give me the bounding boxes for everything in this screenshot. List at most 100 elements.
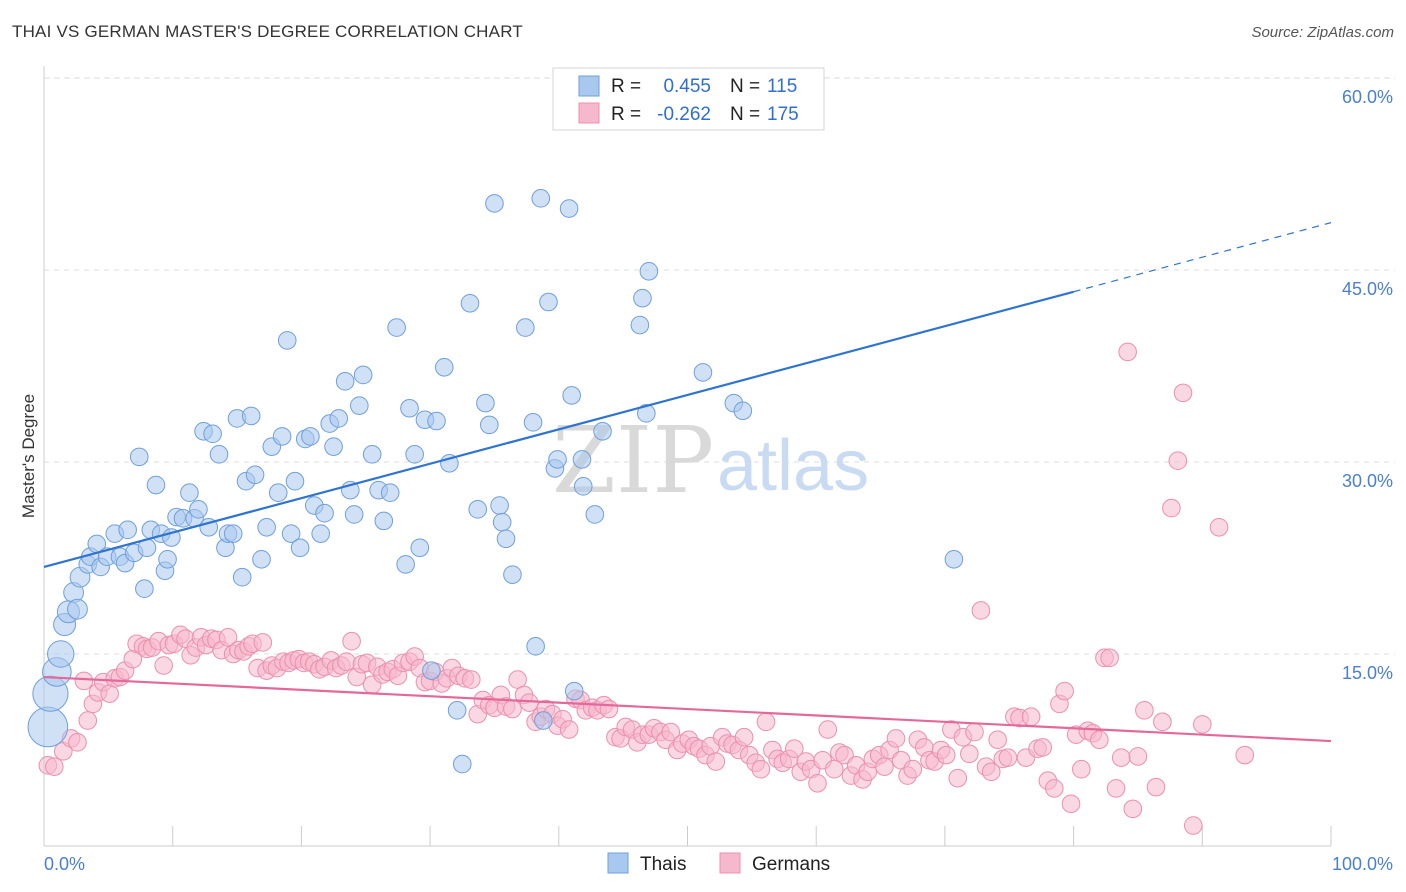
thai-point: [362, 445, 382, 464]
thai-point: [301, 427, 320, 446]
bottom-legend-german-swatch: [719, 852, 741, 874]
thai-point: [427, 411, 446, 431]
german-point: [74, 671, 94, 691]
german-point: [785, 739, 804, 759]
legend-german-r-label: R =: [611, 104, 641, 125]
thai-point: [496, 529, 516, 549]
german-point: [1123, 799, 1143, 819]
thai-point: [452, 754, 472, 774]
thai-point: [285, 471, 305, 491]
legend-thai-n-value: 115: [767, 76, 797, 97]
german-point: [1061, 794, 1081, 814]
german-point: [808, 773, 827, 793]
bottom-legend-thai-label: Thais: [640, 854, 686, 875]
german-point: [1173, 383, 1193, 403]
thai-point: [252, 549, 271, 569]
thai-point: [639, 261, 659, 281]
german-point: [559, 720, 579, 739]
german-point: [68, 733, 87, 752]
german-trendline: [43, 675, 1332, 743]
thai-point: [447, 701, 467, 720]
thai-point: [290, 538, 310, 558]
y-tick-label: 45.0%: [1342, 279, 1393, 299]
thai-point: [47, 640, 75, 668]
legend-thai-swatch: [578, 75, 600, 97]
german-point: [78, 711, 98, 730]
thai-point: [572, 450, 592, 469]
thai-point: [564, 681, 584, 701]
thai-point: [158, 549, 177, 569]
thai-point: [315, 503, 334, 523]
thai-point: [374, 511, 394, 531]
thai-point: [209, 445, 229, 464]
german-point: [461, 670, 481, 689]
thai-point: [539, 292, 558, 312]
germans-series: [38, 342, 1255, 835]
german-point: [337, 652, 356, 671]
thai-point: [232, 567, 252, 587]
thai-point: [353, 365, 373, 385]
legend-box: R = 0.455 N = 115 R = -0.262 N = 175: [552, 67, 825, 131]
thai-point: [146, 475, 166, 495]
german-point: [1146, 777, 1166, 797]
thai-point: [277, 331, 297, 350]
thai-point: [27, 706, 69, 748]
thai-point: [503, 565, 522, 584]
german-point: [1044, 779, 1064, 798]
german-point: [218, 628, 238, 647]
thai-point: [562, 386, 581, 405]
german-point: [1072, 759, 1091, 779]
thai-point: [400, 398, 419, 418]
bottom-legend-german-label: Germans: [752, 854, 830, 875]
thai-point: [434, 357, 454, 377]
german-point: [948, 768, 968, 788]
german-point: [1111, 748, 1131, 767]
legend-thai-r-label: R =: [611, 76, 641, 97]
german-point: [1135, 701, 1154, 720]
thai-point: [585, 505, 605, 524]
german-point: [971, 601, 991, 620]
thai-point: [396, 555, 415, 574]
german-point: [936, 745, 956, 765]
thai-point: [135, 579, 154, 599]
german-point: [903, 759, 923, 779]
bottom-legend-thai-swatch: [607, 852, 629, 874]
thai-point: [350, 396, 369, 415]
legend-german-n-value: 175: [767, 104, 799, 125]
legend-german-swatch: [578, 102, 600, 124]
thai-point: [324, 437, 343, 456]
thai-point: [468, 500, 488, 519]
x-ticks: [43, 826, 1332, 846]
thai-point: [129, 447, 149, 467]
thai-point: [526, 637, 545, 656]
german-point: [1193, 715, 1212, 734]
german-point: [824, 759, 844, 779]
german-point: [751, 759, 771, 779]
german-point: [706, 752, 726, 771]
x-tick-label: 100.0%: [1332, 854, 1393, 874]
thai-point: [485, 194, 504, 213]
thai-point: [693, 363, 713, 382]
y-axis-label: Master's Degree: [19, 394, 38, 518]
german-point: [756, 712, 776, 732]
thai-point: [311, 524, 331, 543]
thai-point: [272, 427, 292, 446]
german-point: [1106, 779, 1126, 798]
thai-point: [405, 445, 424, 464]
thai-point: [548, 450, 567, 469]
thai-point: [245, 465, 265, 485]
legend-thai-n-label: N =: [730, 76, 760, 97]
german-point: [1128, 747, 1148, 766]
thai-point: [593, 421, 612, 441]
x-tick-label: 0.0%: [44, 854, 85, 874]
german-point: [661, 722, 681, 742]
thai-point: [67, 598, 88, 620]
german-point: [1235, 745, 1255, 765]
thai-point: [637, 404, 656, 423]
german-point: [342, 631, 361, 651]
german-point: [875, 757, 894, 776]
german-point: [998, 748, 1018, 767]
german-point: [253, 633, 273, 652]
thai-point: [410, 538, 430, 558]
